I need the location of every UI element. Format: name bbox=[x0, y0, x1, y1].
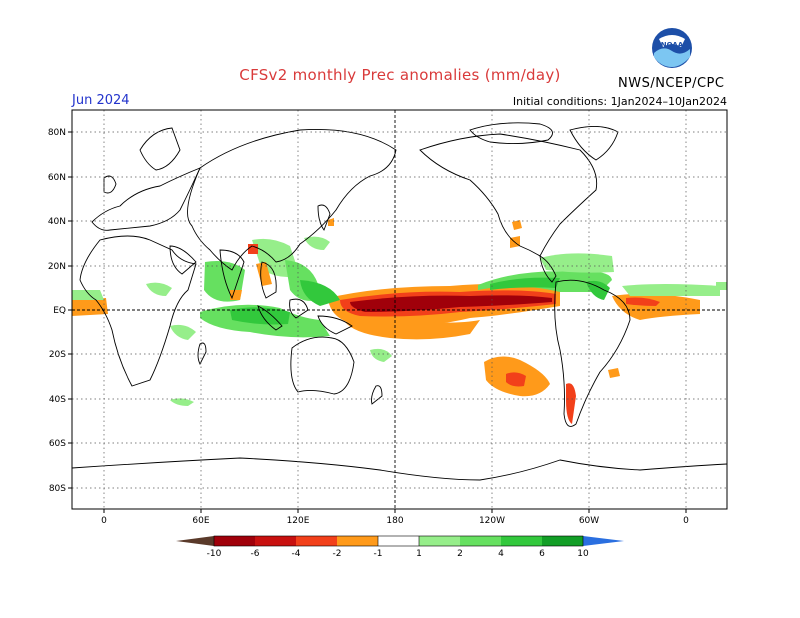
coast-europe bbox=[91, 167, 201, 231]
graticule bbox=[72, 110, 727, 509]
sw-pacific-wet bbox=[370, 348, 392, 362]
noaa-logo: NOAA bbox=[652, 28, 692, 68]
pacific-dry-south bbox=[345, 320, 480, 340]
lon-axis: 0 60E 120E 180 120W 60W 0 bbox=[101, 509, 689, 526]
lat-label: 80N bbox=[48, 128, 66, 138]
atlantic-dry-core bbox=[626, 297, 660, 306]
bay-bengal-dry bbox=[248, 244, 258, 254]
coast-antarctica bbox=[72, 457, 727, 481]
coast-northamerica bbox=[419, 133, 598, 257]
colorbar-label: -6 bbox=[251, 549, 260, 559]
lon-label: 180 bbox=[386, 516, 403, 526]
chart-title: CFSv2 monthly Prec anomalies (mm/day) bbox=[239, 66, 561, 84]
lon-label: 120W bbox=[479, 516, 505, 526]
colorbar-label: -4 bbox=[292, 549, 301, 559]
logo-text: NOAA bbox=[661, 41, 684, 49]
coast-arabia bbox=[169, 245, 197, 275]
colorbar-swatch bbox=[296, 536, 337, 546]
lat-label: 40N bbox=[48, 217, 66, 227]
colorbar-label: 4 bbox=[498, 549, 504, 559]
coast-newguinea bbox=[317, 315, 353, 335]
lat-label: 20S bbox=[49, 350, 66, 360]
amazon-wet bbox=[586, 280, 610, 300]
lon-label: 60E bbox=[192, 516, 209, 526]
lat-label: EQ bbox=[53, 306, 66, 316]
lat-axis: 80N 60N 40N 20N EQ 20S 40S 60S 80S bbox=[48, 128, 72, 494]
lon-label: 120E bbox=[287, 516, 310, 526]
pacific-wet-dark bbox=[490, 277, 560, 290]
pacific-dry-darkred bbox=[350, 295, 552, 312]
colorbar-swatch bbox=[255, 536, 296, 546]
colorbar-cap-high bbox=[583, 536, 624, 546]
colorbar-label: -1 bbox=[374, 549, 383, 559]
lat-label: 80S bbox=[49, 484, 66, 494]
coast-sumatra bbox=[257, 305, 283, 331]
south-pacific-dry-core bbox=[506, 372, 526, 387]
andes-dry bbox=[566, 383, 576, 424]
caribbean-wet bbox=[540, 253, 614, 273]
coast-africa bbox=[79, 235, 197, 387]
indochina-dry bbox=[256, 262, 272, 286]
initial-conditions: Initial conditions: 1Jan2024–10Jan2024 bbox=[512, 95, 727, 108]
coast-nz bbox=[371, 385, 383, 405]
australia-wet bbox=[170, 398, 194, 406]
colorbar-swatch bbox=[337, 536, 378, 546]
coast-southamerica bbox=[554, 279, 631, 427]
africa-west-wet bbox=[72, 290, 104, 300]
lat-label: 20N bbox=[48, 262, 66, 272]
forecast-month: Jun 2024 bbox=[72, 93, 130, 108]
lon-label: 0 bbox=[683, 516, 689, 526]
atlantic-wet bbox=[622, 284, 720, 296]
coast-australia bbox=[290, 336, 355, 395]
anomaly-fields bbox=[72, 218, 727, 424]
africa-west-dry bbox=[72, 298, 108, 316]
coast-uk bbox=[103, 175, 117, 194]
lat-label: 60N bbox=[48, 173, 66, 183]
coast-arctic-islands bbox=[469, 122, 553, 145]
colorbar-label: 6 bbox=[539, 549, 545, 559]
indian-wet-3 bbox=[230, 307, 290, 325]
coast-india bbox=[219, 249, 245, 300]
us-dry bbox=[512, 220, 522, 230]
colorbar-swatch bbox=[460, 536, 501, 546]
coastlines bbox=[72, 122, 727, 481]
colorbar-label: 2 bbox=[457, 549, 463, 559]
colorbar-label: 1 bbox=[416, 549, 422, 559]
coast-seasia bbox=[260, 261, 277, 299]
philippine-wet bbox=[300, 280, 340, 306]
atlantic-east-wet bbox=[716, 282, 727, 290]
lon-label: 0 bbox=[101, 516, 107, 526]
lon-label: 60W bbox=[579, 516, 599, 526]
coast-japan bbox=[317, 204, 331, 231]
coast-scandinavia bbox=[139, 127, 181, 171]
lat-label: 60S bbox=[49, 439, 66, 449]
agency-label: NWS/NCEP/CPC bbox=[618, 76, 725, 91]
colorbar-cap-low bbox=[176, 536, 214, 546]
lat-label: 40S bbox=[49, 395, 66, 405]
arabian-wet bbox=[146, 282, 172, 296]
bengal-dry-2 bbox=[230, 290, 242, 300]
coast-greenland bbox=[569, 126, 619, 161]
indian-south-wet bbox=[170, 324, 196, 340]
coast-asia bbox=[187, 129, 397, 271]
colorbar-label: -10 bbox=[207, 549, 222, 559]
colorbar-swatch bbox=[501, 536, 542, 546]
colorbar-label: 10 bbox=[577, 549, 589, 559]
colorbar-swatch bbox=[214, 536, 255, 546]
colorbar: -10 -6 -4 -2 -1 1 2 4 6 10 bbox=[176, 535, 624, 559]
colorbar-swatch bbox=[419, 536, 460, 546]
japan-dry bbox=[328, 218, 334, 226]
brazil-dry bbox=[608, 368, 620, 378]
coast-centralam bbox=[539, 255, 557, 283]
colorbar-swatch bbox=[542, 536, 583, 546]
coast-madagascar bbox=[197, 342, 207, 366]
colorbar-label: -2 bbox=[333, 549, 342, 559]
colorbar-swatch bbox=[378, 536, 419, 546]
west-pacific-wet bbox=[304, 236, 330, 250]
